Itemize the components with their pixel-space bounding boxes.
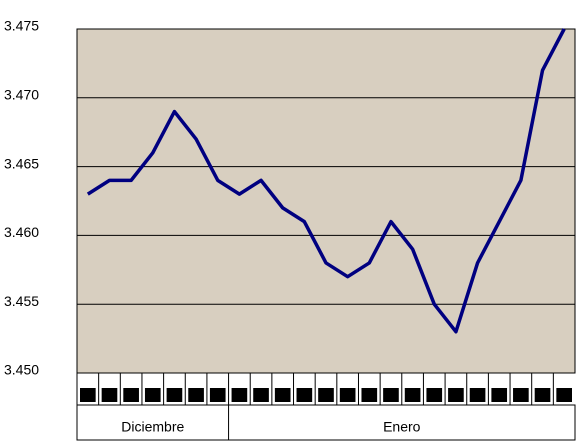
garbled-tick-label — [426, 388, 443, 402]
garbled-tick-label — [448, 388, 464, 402]
garbled-tick-label — [123, 388, 139, 402]
group-axis-box — [76, 404, 576, 441]
garbled-tick-label — [209, 388, 226, 402]
y-tick-label: 3.475 — [4, 18, 39, 34]
garbled-tick-label — [534, 388, 551, 402]
garbled-tick-label — [253, 388, 269, 402]
garbled-tick-label — [80, 388, 96, 402]
group-label: Diciembre — [121, 419, 184, 435]
data-line — [86, 28, 566, 334]
garbled-tick-label — [166, 388, 183, 402]
group-label: Enero — [383, 419, 421, 435]
garbled-tick-label — [339, 388, 356, 402]
y-tick-label: 3.465 — [4, 155, 39, 171]
garbled-tick-label — [404, 388, 421, 402]
garbled-tick-label — [296, 388, 313, 402]
garbled-tick-label — [556, 388, 572, 402]
garbled-tick-label — [144, 388, 161, 402]
y-tick-label: 3.455 — [4, 293, 39, 309]
garbled-tick-label — [188, 388, 204, 402]
garbled-tick-label — [274, 388, 291, 402]
garbled-tick-label — [469, 388, 486, 402]
garbled-tick-label — [101, 388, 118, 402]
y-tick-label: 3.460 — [4, 224, 39, 240]
y-tick-label: 3.470 — [4, 87, 39, 103]
garbled-tick-label — [318, 388, 334, 402]
garbled-tick-label — [361, 388, 378, 402]
plot-area — [76, 28, 576, 374]
y-tick-label: 3.450 — [4, 362, 39, 378]
garbled-tick-label — [231, 388, 248, 402]
garbled-tick-label — [513, 388, 529, 402]
garbled-tick-label — [491, 388, 508, 402]
garbled-tick-label — [383, 388, 399, 402]
